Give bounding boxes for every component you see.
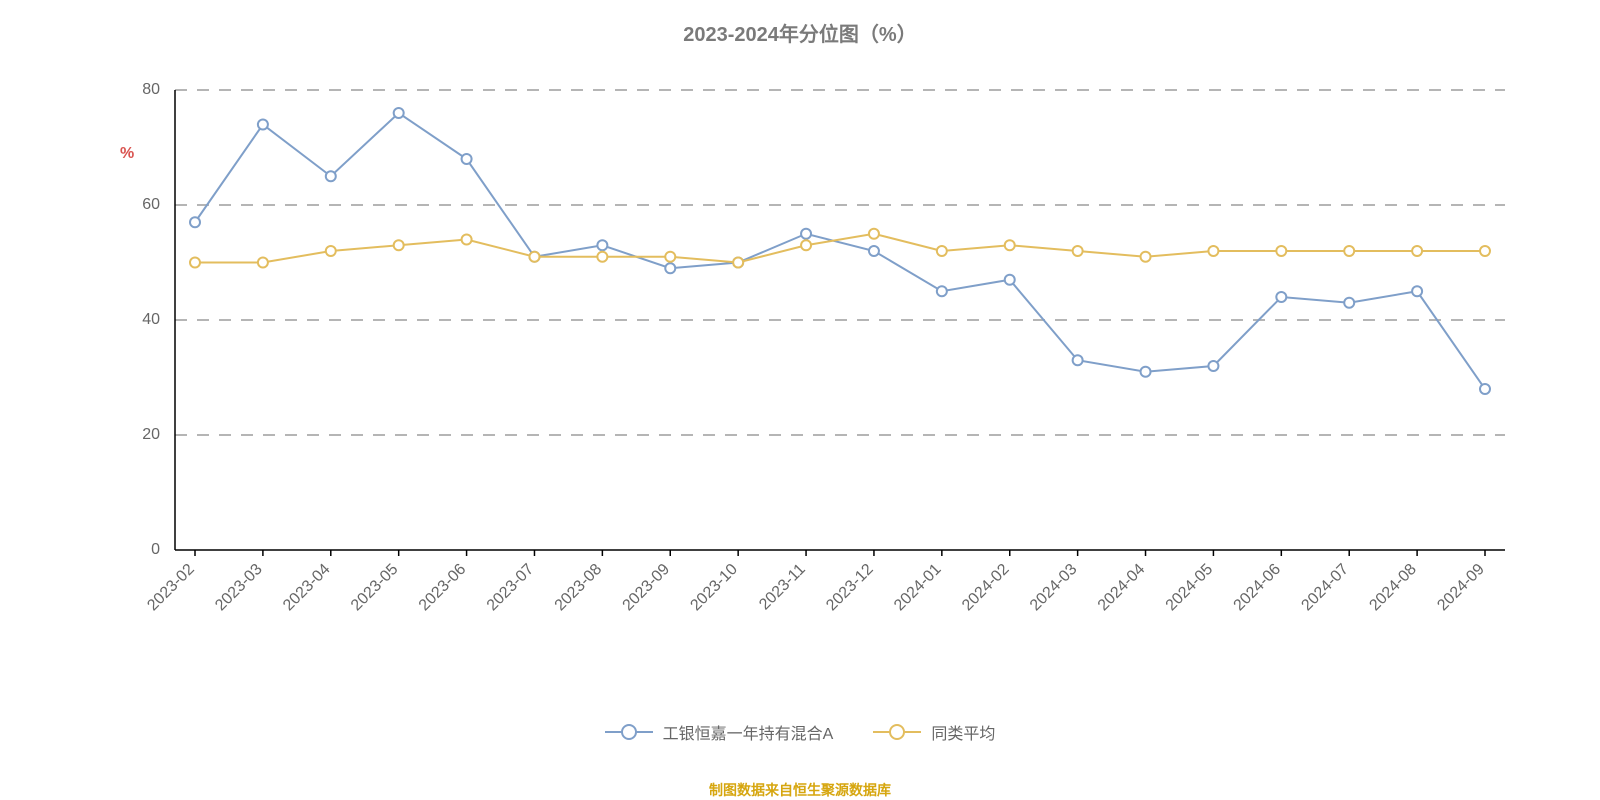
chart-legend: 工银恒嘉一年持有混合A 同类平均 bbox=[0, 720, 1600, 744]
x-tick-label: 2024-04 bbox=[1095, 561, 1149, 615]
y-axis-unit: % bbox=[120, 145, 134, 163]
svg-text:80: 80 bbox=[142, 81, 160, 98]
x-tick-label: 2023-05 bbox=[348, 561, 402, 615]
data-point bbox=[1480, 246, 1490, 256]
data-point bbox=[394, 240, 404, 250]
legend-swatch bbox=[873, 725, 921, 739]
x-tick-label: 2024-06 bbox=[1231, 561, 1285, 615]
data-point bbox=[462, 235, 472, 245]
data-point bbox=[258, 258, 268, 268]
svg-text:40: 40 bbox=[142, 311, 160, 328]
data-point bbox=[1276, 292, 1286, 302]
series-line bbox=[195, 234, 1485, 263]
data-point bbox=[1005, 275, 1015, 285]
data-point bbox=[665, 252, 675, 262]
chart-footer: 制图数据来自恒生聚源数据库 bbox=[0, 780, 1600, 800]
legend-swatch bbox=[605, 725, 653, 739]
x-tick-label: 2024-08 bbox=[1366, 561, 1420, 615]
data-point bbox=[190, 258, 200, 268]
data-point bbox=[394, 108, 404, 118]
data-point bbox=[801, 240, 811, 250]
legend-label: 工银恒嘉一年持有混合A bbox=[663, 720, 834, 744]
data-point bbox=[869, 246, 879, 256]
data-point bbox=[597, 240, 607, 250]
x-tick-label: 2023-02 bbox=[144, 561, 198, 615]
x-tick-label: 2023-04 bbox=[280, 561, 334, 615]
svg-text:0: 0 bbox=[151, 541, 160, 558]
data-point bbox=[1141, 252, 1151, 262]
data-point bbox=[801, 229, 811, 239]
data-point bbox=[1344, 298, 1354, 308]
svg-text:20: 20 bbox=[142, 426, 160, 443]
x-tick-label: 2023-06 bbox=[416, 561, 470, 615]
legend-item: 工银恒嘉一年持有混合A bbox=[605, 720, 834, 744]
data-point bbox=[597, 252, 607, 262]
legend-item: 同类平均 bbox=[873, 720, 995, 744]
x-tick-label: 2024-03 bbox=[1027, 561, 1081, 615]
data-point bbox=[462, 154, 472, 164]
data-point bbox=[1480, 384, 1490, 394]
data-point bbox=[1208, 246, 1218, 256]
x-tick-label: 2024-05 bbox=[1163, 561, 1217, 615]
x-tick-label: 2024-01 bbox=[891, 561, 945, 615]
plot-area: 0204060802023-022023-032023-042023-05202… bbox=[175, 90, 1505, 550]
svg-text:60: 60 bbox=[142, 196, 160, 213]
x-tick-label: 2024-09 bbox=[1434, 561, 1488, 615]
legend-label: 同类平均 bbox=[931, 720, 995, 744]
data-point bbox=[937, 286, 947, 296]
percentile-chart: 2023-2024年分位图（%） % 0204060802023-022023-… bbox=[0, 0, 1600, 800]
x-tick-label: 2023-10 bbox=[687, 561, 741, 615]
x-tick-label: 2023-08 bbox=[552, 561, 606, 615]
data-point bbox=[869, 229, 879, 239]
data-point bbox=[1412, 246, 1422, 256]
data-point bbox=[1141, 367, 1151, 377]
data-point bbox=[733, 258, 743, 268]
data-point bbox=[1005, 240, 1015, 250]
data-point bbox=[937, 246, 947, 256]
data-point bbox=[1276, 246, 1286, 256]
x-tick-label: 2024-07 bbox=[1298, 561, 1352, 615]
x-tick-label: 2023-03 bbox=[212, 561, 266, 615]
x-tick-label: 2023-12 bbox=[823, 561, 877, 615]
data-point bbox=[665, 263, 675, 273]
data-point bbox=[326, 171, 336, 181]
x-tick-label: 2023-09 bbox=[620, 561, 674, 615]
data-point bbox=[529, 252, 539, 262]
data-point bbox=[190, 217, 200, 227]
data-point bbox=[1412, 286, 1422, 296]
x-tick-label: 2023-07 bbox=[484, 561, 538, 615]
data-point bbox=[258, 120, 268, 130]
data-point bbox=[1073, 355, 1083, 365]
data-point bbox=[1208, 361, 1218, 371]
chart-title: 2023-2024年分位图（%） bbox=[0, 18, 1600, 47]
data-point bbox=[1073, 246, 1083, 256]
data-point bbox=[1344, 246, 1354, 256]
x-tick-label: 2024-02 bbox=[959, 561, 1013, 615]
data-point bbox=[326, 246, 336, 256]
x-tick-label: 2023-11 bbox=[756, 561, 809, 614]
